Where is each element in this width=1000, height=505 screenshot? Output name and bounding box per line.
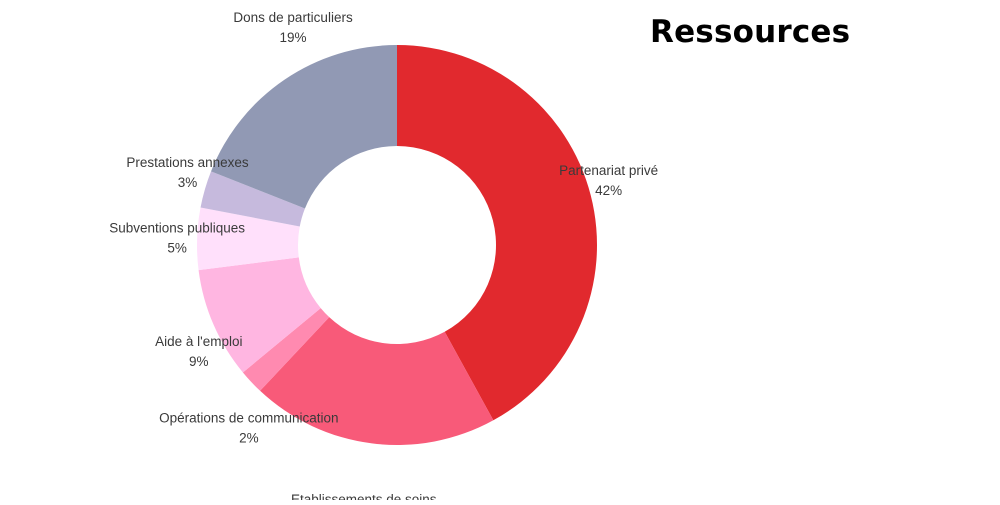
- slices-layer: [196, 45, 598, 446]
- slice-operations-de-communication: [242, 308, 330, 391]
- slice-value-label: 42%: [595, 183, 622, 198]
- slice-label-aide-a-l-emploi: Aide à l'emploi 9%: [155, 334, 242, 369]
- slice-label-subventions-publiques: Subventions publiques 5%: [109, 221, 245, 256]
- chart-title: Ressources: [650, 14, 851, 50]
- slice-dons-de-particuliers: [211, 45, 397, 209]
- slice-value-label: 3%: [178, 175, 198, 190]
- slice-label-etablissements-de-soins: Etablissements de soins20%: [291, 492, 437, 505]
- slice-prestations-annexes: [200, 171, 305, 227]
- slice-label-dons-de-particuliers: Dons de particuliers 19%: [233, 10, 353, 45]
- slice-subventions-publiques: [196, 207, 300, 271]
- slice-label-operations-de-communication: Opérations de communication 2%: [159, 410, 338, 445]
- slice-label-text: Subventions publiques: [109, 221, 245, 236]
- slice-label-text: Dons de particuliers: [233, 10, 353, 25]
- slice-aide-a-l-emploi: [198, 257, 321, 373]
- slice-label-text: Prestations annexes: [126, 155, 249, 170]
- slice-partenariat-prive: [397, 45, 598, 421]
- slice-value-label: 19%: [280, 30, 307, 45]
- slice-label-text: Aide à l'emploi: [155, 334, 242, 349]
- slice-label-text: Etablissements de soins: [291, 492, 437, 500]
- slice-etablissements-de-soins: [260, 317, 494, 446]
- slice-label-prestations-annexes: Prestations annexes 3%: [126, 155, 249, 190]
- slice-label-text: Partenariat privé: [559, 163, 658, 178]
- slice-label-partenariat-prive: Partenariat privé 42%: [559, 163, 658, 198]
- slice-value-label: 9%: [189, 354, 209, 369]
- slice-label-text: Opérations de communication: [159, 410, 338, 425]
- slice-value-label: 2%: [239, 430, 259, 445]
- slice-value-label: 5%: [167, 241, 187, 256]
